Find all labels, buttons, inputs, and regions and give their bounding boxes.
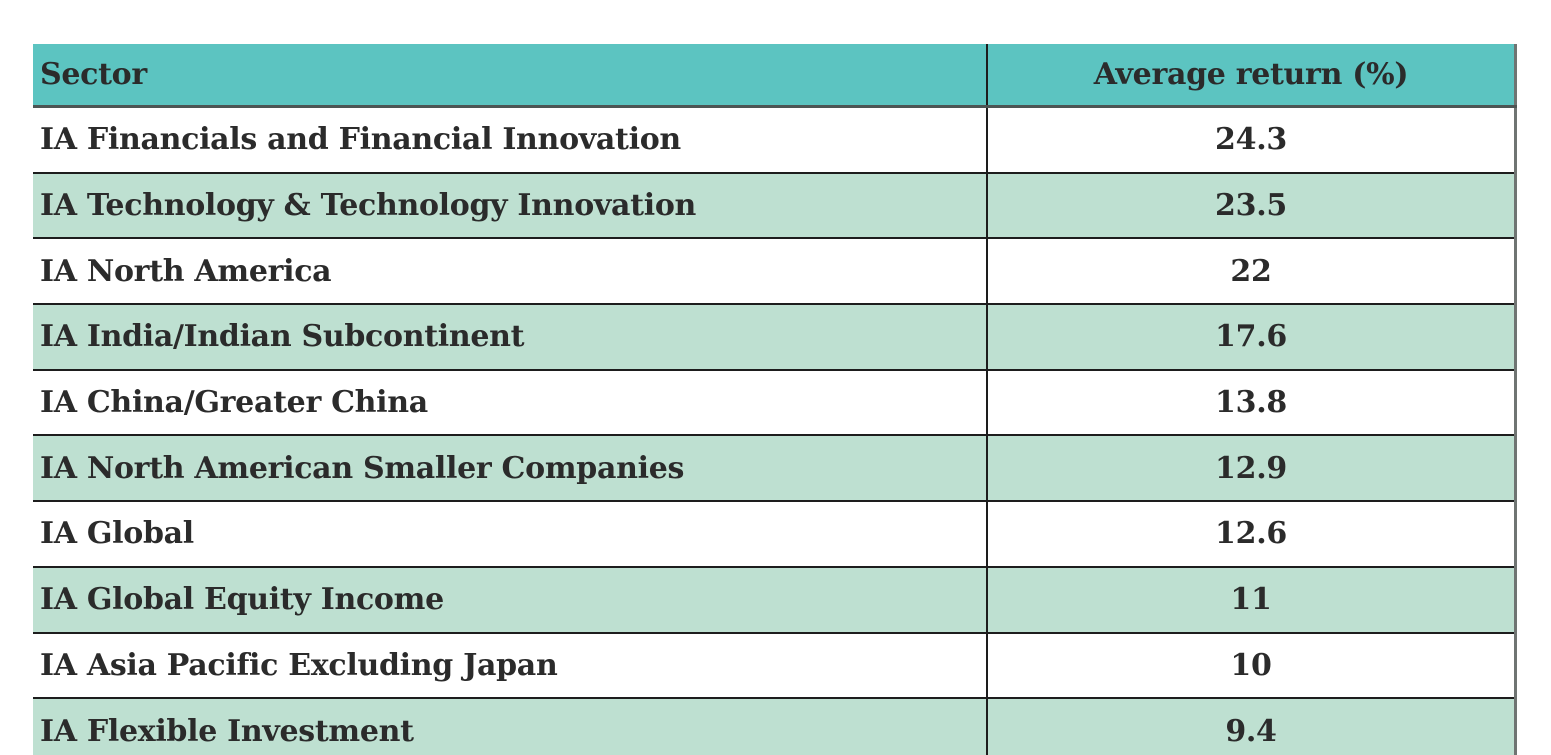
sector-cell: IA North America [33, 238, 987, 306]
table-row: IA Technology & Technology Innovation 23… [33, 172, 1516, 240]
average-return-cell: 10 [985, 632, 1516, 700]
average-return-cell: 9.4 [985, 698, 1516, 755]
average-return-cell: 12.9 [985, 435, 1516, 503]
table-row: IA North America 22 [33, 238, 1516, 306]
column-header-sector: Sector [33, 44, 987, 108]
sector-average-return-table: Sector Average return (%) IA Financials … [33, 44, 1517, 755]
average-return-cell: 12.6 [985, 501, 1516, 568]
table-row: IA Global 12.6 [33, 501, 1516, 568]
sector-cell: IA India/Indian Subcontinent [33, 304, 987, 371]
table-row: IA North American Smaller Companies 12.9 [33, 435, 1516, 503]
sector-cell: IA Flexible Investment [33, 698, 987, 755]
table-row: IA China/Greater China 13.8 [33, 369, 1516, 437]
table-row: IA Global Equity Income 11 [33, 566, 1516, 634]
average-return-cell: 13.8 [985, 369, 1516, 437]
sector-cell: IA Asia Pacific Excluding Japan [33, 632, 987, 700]
average-return-cell: 22 [985, 238, 1516, 306]
sector-cell: IA Financials and Financial Innovation [33, 106, 987, 174]
table-row: IA Asia Pacific Excluding Japan 10 [33, 632, 1516, 700]
table-body: IA Financials and Financial Innovation 2… [33, 106, 1516, 755]
table-row: IA Financials and Financial Innovation 2… [33, 106, 1516, 174]
average-return-cell: 11 [985, 566, 1516, 634]
sector-cell: IA North American Smaller Companies [33, 435, 987, 503]
table-row: IA Flexible Investment 9.4 [33, 698, 1516, 755]
average-return-cell: 24.3 [985, 106, 1516, 174]
average-return-cell: 23.5 [985, 172, 1516, 240]
column-header-average-return: Average return (%) [985, 44, 1516, 108]
sector-cell: IA China/Greater China [33, 369, 987, 437]
sector-cell: IA Global [33, 501, 987, 568]
sector-cell: IA Technology & Technology Innovation [33, 172, 987, 240]
sector-cell: IA Global Equity Income [33, 566, 987, 634]
table-row: IA India/Indian Subcontinent 17.6 [33, 304, 1516, 371]
average-return-cell: 17.6 [985, 304, 1516, 371]
header-row: Sector Average return (%) [33, 44, 1516, 108]
